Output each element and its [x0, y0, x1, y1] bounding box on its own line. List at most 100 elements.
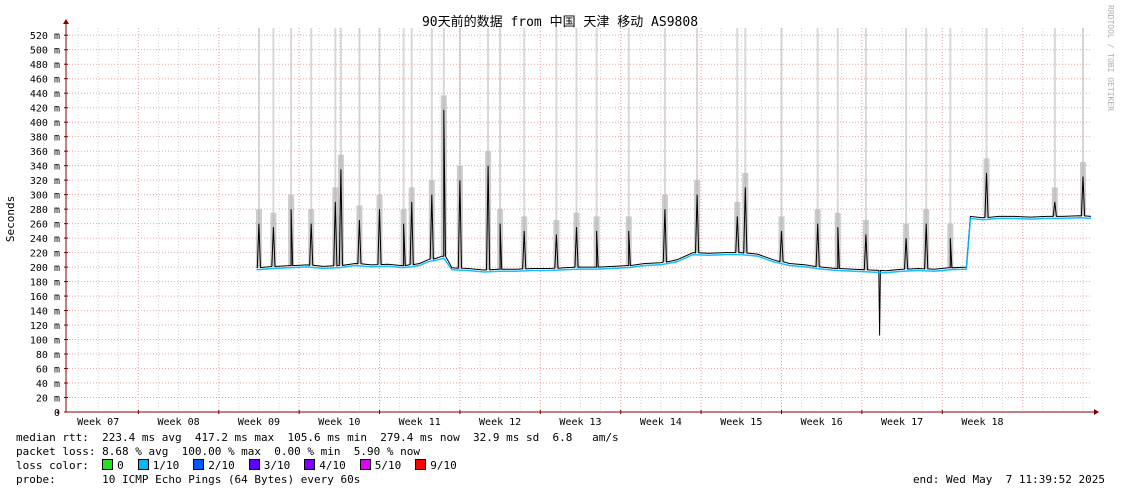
- y-tick-label: 140 m: [30, 307, 60, 318]
- smoke-tail-21: [696, 28, 699, 253]
- loss-color-swatch: [102, 459, 114, 470]
- y-tick-label: 420 m: [30, 104, 60, 115]
- smoke-tail-31: [985, 28, 988, 218]
- smoke-tail-32: [1053, 28, 1056, 217]
- smoke-tail-7: [378, 28, 381, 265]
- smoke-tail-5: [339, 28, 342, 266]
- loss-color-item-label: 2/10: [208, 459, 235, 472]
- y-tick-label: 500 m: [30, 46, 60, 57]
- y-tick-label: 120 m: [30, 321, 60, 332]
- smoke-tail-0: [257, 28, 260, 268]
- smoke-tail-3: [310, 28, 313, 266]
- loss-color-item-label: 0: [117, 459, 124, 472]
- loss-color-item: 2/10: [193, 459, 235, 472]
- y-tick-label: 260 m: [30, 220, 60, 231]
- x-tick-label: Week 12: [479, 417, 521, 428]
- x-tick-labels: Week 07 Week 08 Week 09 Week 10 Week 11 Week …: [57, 410, 1004, 428]
- smoke-tail-13: [487, 28, 490, 270]
- y-tick-label: 300 m: [30, 191, 60, 202]
- smoke-tail-28: [905, 28, 908, 270]
- y-tick-label: 340 m: [30, 162, 60, 173]
- x-tick-label: Week 13: [559, 417, 601, 428]
- smoke-tail-25: [816, 28, 819, 267]
- smoke-tail-12: [458, 28, 461, 269]
- loss-color-swatch: [359, 459, 371, 470]
- probe-label: probe:: [16, 473, 56, 486]
- median-rtt-layer: [256, 109, 1092, 336]
- y-tick-label: 180 m: [30, 278, 60, 289]
- x-axis-arrow: [1094, 409, 1099, 415]
- x-tick-label: Week 15: [720, 417, 762, 428]
- loss-color-items: 0 1/10 2/10 3/10 4/10 5/10 9/10: [102, 459, 471, 472]
- smoke-tail-17: [575, 28, 578, 268]
- smoke-tail-27: [864, 28, 867, 270]
- y-tick-label: 20 m: [36, 394, 60, 405]
- packet-loss-label: packet loss:: [16, 445, 96, 458]
- median-rtt-stats: 223.4 ms avg 417.2 ms max 105.6 ms min 2…: [102, 431, 619, 444]
- smoke-tail-30: [949, 28, 952, 268]
- smoke-tail-10: [430, 28, 433, 260]
- y-tick-label: 220 m: [30, 249, 60, 260]
- y-tick-label: 440 m: [30, 89, 60, 100]
- x-tick-label: Week 17: [881, 417, 923, 428]
- chart-title: 90天前的数据 from 中国 天津 移动 AS9808: [422, 14, 698, 30]
- y-tick-label: 380 m: [30, 133, 60, 144]
- loss-color-item-label: 3/10: [263, 459, 291, 472]
- legend-probe: probe: 10 ICMP Echo Pings (64 Bytes) eve…: [16, 473, 360, 487]
- x-tick-label: Week 16: [801, 417, 843, 428]
- smoke-tail-15: [523, 28, 526, 269]
- smoke-tail-20: [663, 28, 666, 263]
- median-rtt-line: [256, 109, 1092, 336]
- loss-color-item-label: 1/10: [152, 459, 180, 472]
- smoke-tail-6: [358, 28, 361, 264]
- axes: [63, 19, 1099, 415]
- y-tick-label: 360 m: [30, 147, 60, 158]
- smoke-tail-22: [736, 28, 739, 253]
- smoke-tail-24: [780, 28, 783, 262]
- smoke-tail-16: [555, 28, 558, 269]
- y-tick-label: 200 m: [30, 263, 60, 274]
- y-tick-label: 280 m: [30, 205, 60, 216]
- y-tick-label: 480 m: [30, 60, 60, 71]
- y-tick-label: 520 m: [30, 31, 60, 42]
- end-timestamp: end: Wed May 7 11:39:52 2025: [912, 473, 1105, 486]
- smoke-tail-8: [402, 28, 405, 266]
- packet-loss-stats: 8.68 % avg 100.00 % max 0.00 % min 5.90 …: [102, 445, 420, 458]
- loss-color-swatch: [248, 459, 260, 470]
- loss-color-item: 3/10: [248, 459, 291, 472]
- smoke-tail-1: [272, 28, 275, 267]
- loss-color-swatch: [193, 459, 205, 470]
- y-tick-label: 80 m: [36, 350, 60, 361]
- legend-median-rtt: median rtt: 223.4 ms avg 417.2 ms max 10…: [16, 431, 619, 445]
- smoke-tail-19: [627, 28, 630, 266]
- x-tick-label: Week 10: [318, 417, 360, 428]
- legend-packet-loss: packet loss: 8.68 % avg 100.00 % max 0.0…: [16, 445, 420, 459]
- smoke-tail-26: [836, 28, 839, 269]
- loss-color-label: loss color:: [16, 459, 89, 472]
- y-tick-labels: 0 20 m 40 m 60 m 80 m 100 m 120 m 140 m 160 m 180…: [30, 31, 68, 419]
- loss-color-item-label: 5/10: [374, 459, 402, 472]
- y-tick-label: 160 m: [30, 292, 60, 303]
- y-tick-label: 320 m: [30, 176, 60, 187]
- x-tick-label: Week 07: [77, 417, 119, 428]
- loss-color-item-label: 4/10: [319, 459, 346, 472]
- x-tick-label: Week 14: [640, 417, 682, 428]
- y-tick-label: 400 m: [30, 118, 60, 129]
- median-rtt-loss-tint: [256, 216, 1092, 274]
- smoke-tail-9: [410, 28, 413, 265]
- loss-color-item: 5/10: [359, 459, 402, 472]
- x-tick-label: Week 18: [961, 417, 1003, 428]
- smoke-tail-4: [334, 28, 337, 266]
- y-axis-label: Seconds: [4, 196, 17, 242]
- median-rtt-label: median rtt:: [16, 431, 89, 444]
- loss-color-swatch: [304, 459, 316, 470]
- y-tick-label: 40 m: [36, 379, 60, 390]
- loss-color-swatch: [137, 459, 149, 470]
- loss-color-item: 0: [102, 459, 124, 472]
- rrdtool-watermark: RRDTOOL / TOBI OETIKER: [1106, 5, 1115, 111]
- smoke-tail-33: [1081, 28, 1084, 216]
- loss-color-item-label: 9/10: [430, 459, 457, 472]
- smoke-tail-18: [595, 28, 598, 268]
- y-tick-label: 100 m: [30, 336, 60, 347]
